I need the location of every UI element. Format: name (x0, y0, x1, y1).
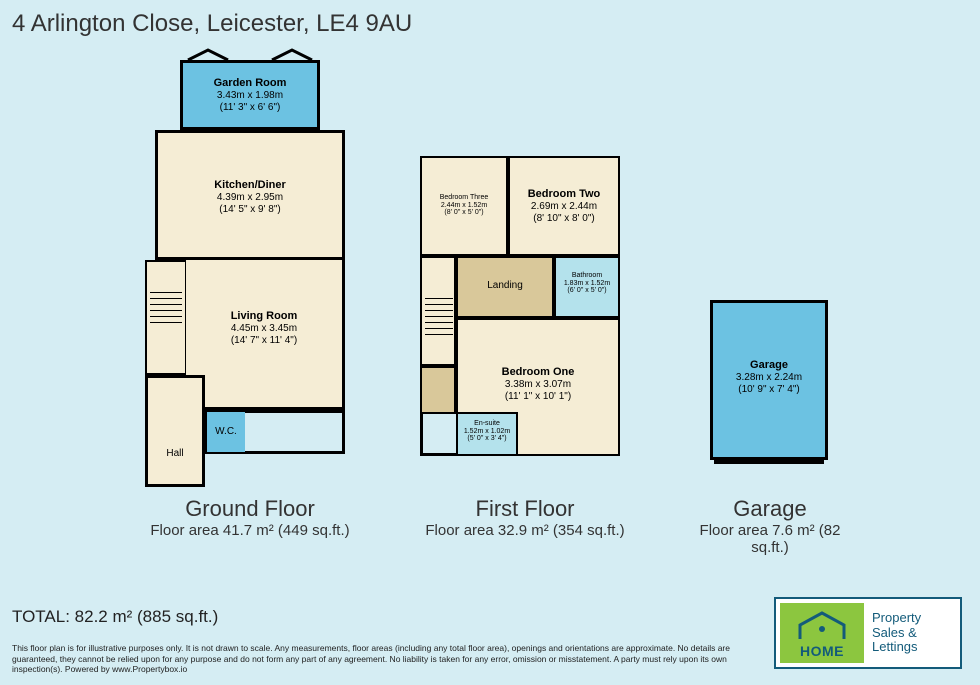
stairwell (145, 260, 185, 375)
room-dims: 3.28m x 2.24m (736, 372, 802, 383)
room-imp: (11' 1" x 10' 1") (505, 391, 571, 402)
room-imp: (5' 0" x 3' 4") (467, 435, 506, 442)
room-dims: 1.83m x 1.52m (564, 280, 610, 287)
room-name: Hall (166, 448, 183, 459)
room-name: Bedroom Three (440, 194, 489, 201)
plan-label: Ground Floor (145, 496, 355, 522)
bay-window-icon (180, 48, 320, 62)
room-imp: (8' 10" x 8' 0") (533, 213, 595, 224)
floorplans: Garden Room 3.43m x 1.98m (11' 3" x 6' 6… (0, 60, 980, 580)
room-imp: (10' 9" x 7' 4") (738, 384, 800, 395)
room-dims: 4.45m x 3.45m (231, 323, 297, 334)
room-imp: (14' 5" x 9' 8") (219, 204, 281, 215)
stairwell-first (420, 256, 456, 366)
room-name: En-suite (474, 420, 500, 427)
room-name: Garage (750, 359, 788, 371)
room-bathroom: Bathroom 1.83m x 1.52m (6' 0" x 5' 0") (554, 256, 620, 318)
room-name: Landing (487, 280, 523, 291)
room-wc: W.C. (205, 410, 247, 454)
room-hall: Hall (145, 375, 205, 487)
room-name: Bathroom (572, 272, 602, 279)
room-bed2: Bedroom Two 2.69m x 2.44m (8' 10" x 8' 0… (508, 156, 620, 256)
page-title: 4 Arlington Close, Leicester, LE4 9AU (12, 10, 412, 38)
logo-mark: HOME (780, 603, 864, 663)
total-area: TOTAL: 82.2 m² (885 sq.ft.) (12, 607, 218, 627)
room-name: Bedroom One (502, 366, 575, 378)
ground-floor-plan: Garden Room 3.43m x 1.98m (11' 3" x 6' 6… (145, 60, 355, 539)
room-dims: 4.39m x 2.95m (217, 192, 283, 203)
first-floor-plan: Bedroom Three 2.44m x 1.52m (8' 0" x 5' … (420, 156, 630, 539)
room-imp: (14' 7" x 11' 4") (231, 335, 297, 346)
porch (245, 410, 345, 454)
room-garden: Garden Room 3.43m x 1.98m (11' 3" x 6' 6… (180, 60, 320, 130)
room-name: Bedroom Two (528, 188, 601, 200)
room-dims: 3.38m x 3.07m (505, 379, 571, 390)
room-imp: (8' 0" x 5' 0") (444, 209, 483, 216)
plan-area: Floor area 7.6 m² (82 sq.ft.) (690, 522, 850, 556)
room-name: Garden Room (214, 77, 287, 89)
plan-area: Floor area 32.9 m² (354 sq.ft.) (420, 522, 630, 539)
plan-area: Floor area 41.7 m² (449 sq.ft.) (145, 522, 355, 539)
room-dims: 3.43m x 1.98m (217, 90, 283, 101)
room-landing: Landing (456, 256, 554, 318)
room-dims: 2.44m x 1.52m (441, 202, 487, 209)
garage-door (714, 458, 824, 464)
logo-brand: HOME (800, 643, 844, 663)
plan-label: First Floor (420, 496, 630, 522)
room-imp: (6' 0" x 5' 0") (567, 287, 606, 294)
room-imp: (11' 3" x 6' 6") (220, 102, 281, 113)
room-kitchen: Kitchen/Diner 4.39m x 2.95m (14' 5" x 9'… (155, 130, 345, 260)
room-dims: 1.52m x 1.02m (464, 428, 510, 435)
logo-tagline: Property Sales & Lettings (864, 611, 956, 656)
house-icon (794, 609, 850, 645)
room-ensuite: En-suite 1.52m x 1.02m (5' 0" x 3' 4") (456, 412, 518, 456)
company-logo: HOME Property Sales & Lettings (774, 597, 962, 669)
cupboard (420, 366, 456, 414)
room-name: Living Room (231, 310, 298, 322)
room-bed3: Bedroom Three 2.44m x 1.52m (8' 0" x 5' … (420, 156, 508, 256)
room-dims: 2.69m x 2.44m (531, 201, 597, 212)
garage-plan: Garage 3.28m x 2.24m (10' 9" x 7' 4") Ga… (690, 300, 850, 556)
plan-label: Garage (690, 496, 850, 522)
room-name: W.C. (215, 426, 237, 437)
room-living: Living Room 4.45m x 3.45m (14' 7" x 11' … (183, 260, 345, 410)
room-garage: Garage 3.28m x 2.24m (10' 9" x 7' 4") (710, 300, 828, 460)
room-name: Kitchen/Diner (214, 179, 286, 191)
disclaimer: This floor plan is for illustrative purp… (12, 643, 732, 675)
